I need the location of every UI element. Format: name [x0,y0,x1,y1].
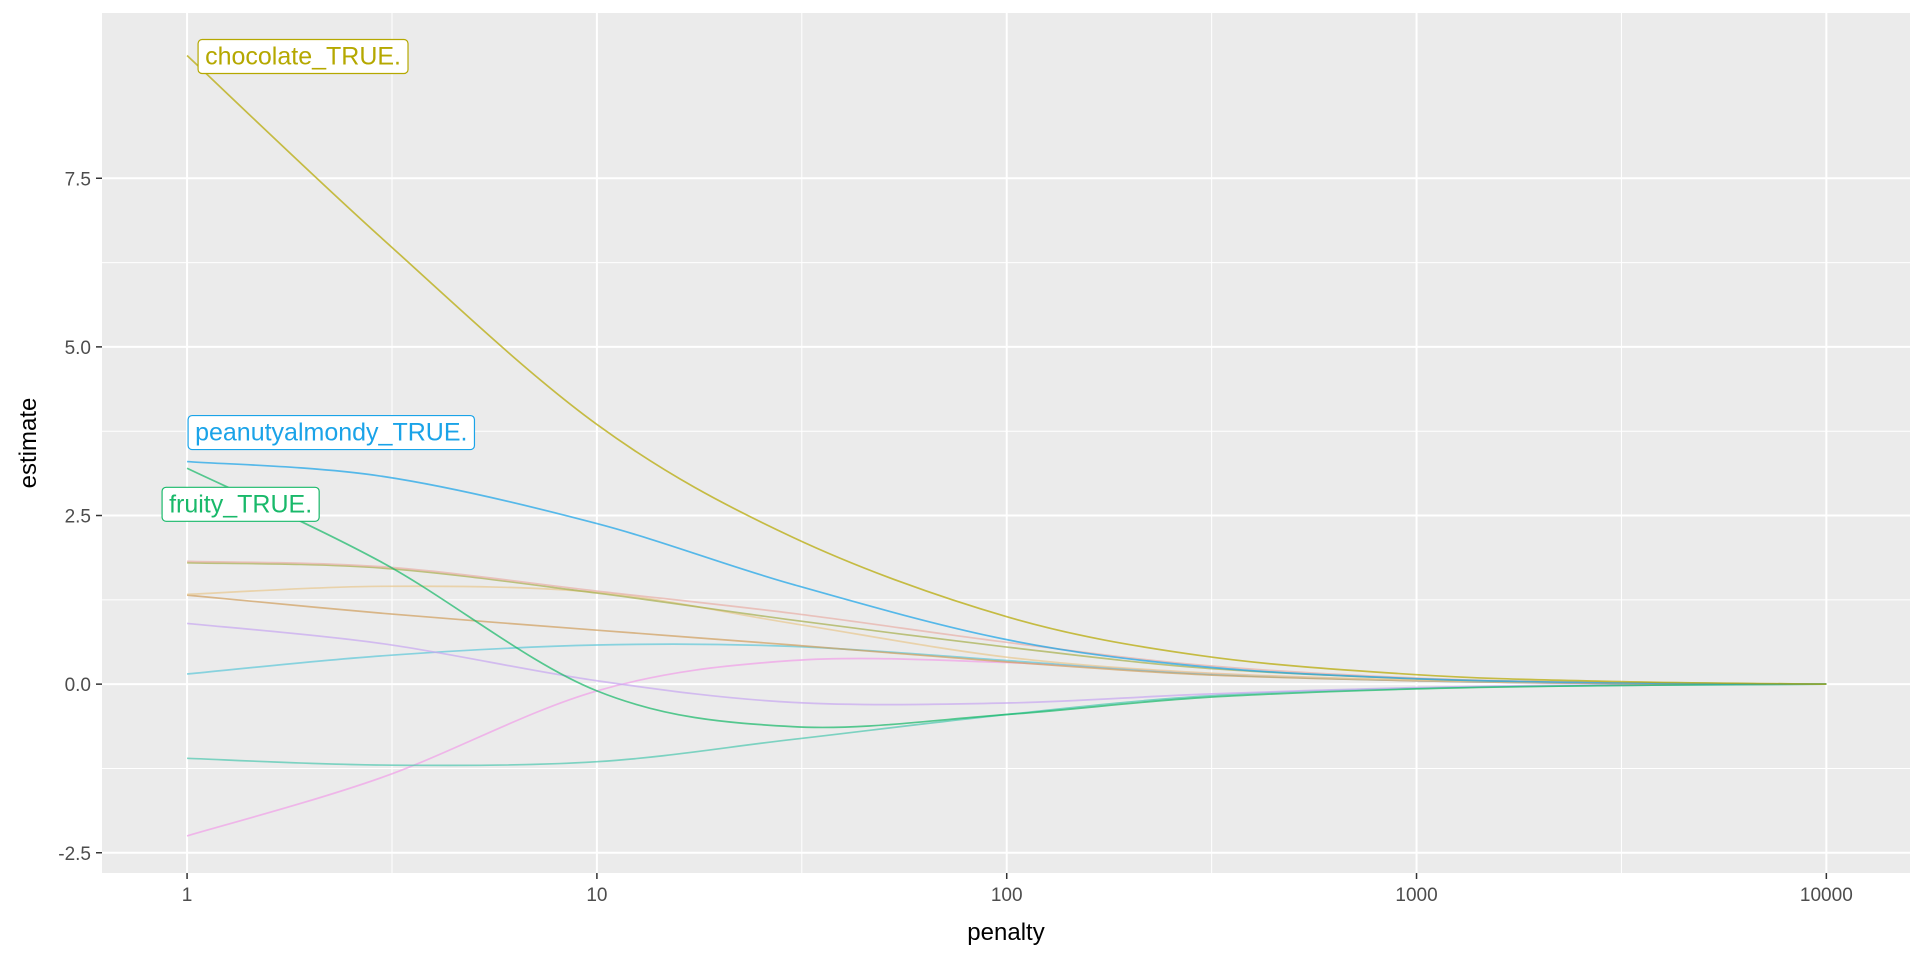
series-label-text: peanutyalmondy_TRUE. [195,419,467,447]
y-tick-label: 0.0 [65,675,91,696]
series-line-2 [186,467,1827,729]
y-tick-label: 5.0 [65,338,91,359]
series-label-0: chocolate_TRUE. [197,38,409,75]
series-label-2: fruity_TRUE. [161,486,320,522]
series-line-7 [186,622,1827,706]
series-labels: chocolate_TRUE. peanutyalmondy_TRUE.fruit… [161,38,476,522]
y-axis-title: estimate [15,398,42,489]
y-tick-label: 7.5 [65,169,91,190]
x-tick-label: 100 [991,885,1023,906]
y-tick-label: -2.5 [58,844,91,865]
x-tick-label: 1 [182,885,193,906]
x-tick-label: 10000 [1800,885,1853,906]
x-tick-label: 1000 [1395,885,1437,906]
series-label-text: chocolate_TRUE. [205,42,401,70]
series-lines [186,54,1827,837]
series-line-1 [187,460,1827,685]
series-label-1: peanutyalmondy_TRUE. [187,414,476,451]
series-label-box [197,38,409,75]
series-label-box [187,414,476,451]
y-tick-label: 2.5 [65,507,91,528]
series-label-text: fruity_TRUE. [169,490,312,518]
series-line-0 [186,54,1827,685]
x-axis: 1 10 100 1000 10000 [182,873,1853,906]
y-axis: -2.5 0.0 2.5 5.0 7.5 [58,169,102,865]
x-axis-title: penalty [967,919,1044,946]
x-tick-label: 10 [586,885,607,906]
series-label-box [161,486,320,522]
